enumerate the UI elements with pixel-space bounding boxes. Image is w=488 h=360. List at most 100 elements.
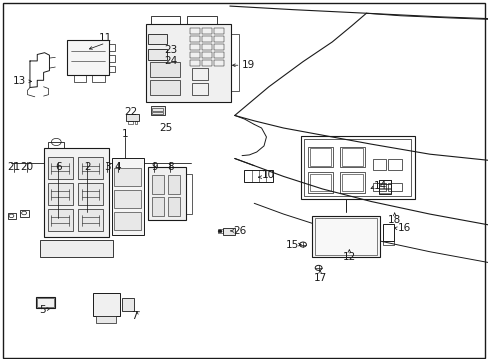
Text: 3: 3	[103, 162, 110, 172]
Text: 10: 10	[261, 170, 274, 180]
Text: 4: 4	[114, 162, 121, 172]
Bar	[128, 121, 133, 125]
Bar	[341, 148, 362, 166]
Bar	[43, 148, 109, 237]
Bar	[214, 44, 224, 50]
Bar	[78, 183, 103, 205]
Bar	[114, 212, 141, 230]
Bar	[187, 17, 216, 24]
Bar	[37, 298, 54, 307]
Text: 9: 9	[151, 162, 157, 172]
Bar	[202, 59, 211, 66]
Text: 24: 24	[163, 56, 177, 66]
Bar	[167, 197, 180, 216]
Bar	[307, 147, 332, 167]
Text: 2: 2	[84, 162, 91, 172]
Bar	[66, 40, 109, 75]
Bar	[122, 298, 134, 311]
Bar	[202, 36, 211, 42]
Bar	[310, 148, 330, 166]
Bar	[114, 168, 141, 186]
Text: 12: 12	[342, 252, 355, 262]
Bar	[47, 183, 73, 205]
Bar	[78, 157, 103, 179]
Bar	[74, 75, 86, 82]
Bar	[214, 59, 224, 66]
Text: 17: 17	[313, 273, 326, 283]
Text: 23: 23	[163, 45, 177, 55]
Text: 15: 15	[285, 239, 298, 249]
Text: 11: 11	[99, 33, 112, 43]
Bar	[150, 80, 180, 95]
Bar	[47, 157, 73, 179]
Bar	[152, 197, 163, 216]
Text: 16: 16	[397, 224, 410, 233]
Bar	[96, 316, 116, 323]
Text: 18: 18	[387, 215, 401, 225]
Bar	[152, 108, 163, 111]
Bar	[93, 293, 120, 316]
Bar	[315, 219, 376, 255]
Bar	[167, 175, 180, 194]
Bar	[202, 44, 211, 50]
Bar	[304, 139, 410, 196]
Bar	[148, 34, 166, 44]
Bar	[214, 51, 224, 58]
Bar	[47, 209, 73, 231]
Bar	[189, 51, 199, 58]
Text: 26: 26	[232, 226, 246, 236]
Bar	[185, 174, 191, 214]
Bar	[109, 66, 115, 72]
Text: 6: 6	[55, 162, 61, 172]
Bar	[135, 121, 137, 125]
Bar	[151, 107, 164, 116]
Bar	[189, 28, 199, 35]
Bar	[148, 167, 185, 220]
Bar	[126, 114, 139, 121]
Bar	[231, 35, 238, 91]
Bar	[189, 44, 199, 50]
Text: 21: 21	[7, 162, 20, 172]
Bar	[214, 28, 224, 35]
Bar	[151, 17, 180, 24]
Bar	[378, 184, 390, 188]
Bar	[152, 175, 163, 194]
Bar	[40, 240, 113, 257]
Bar	[189, 59, 199, 66]
Text: 8: 8	[167, 162, 173, 172]
Bar	[150, 62, 180, 77]
Text: 19: 19	[241, 60, 255, 70]
Text: 13: 13	[13, 76, 26, 86]
Bar	[92, 75, 104, 82]
Bar	[217, 229, 222, 233]
Text: 1: 1	[122, 129, 128, 139]
Text: 25: 25	[159, 123, 172, 133]
Bar	[244, 170, 272, 182]
Text: 22: 22	[124, 107, 138, 117]
Bar	[300, 136, 414, 199]
Bar	[109, 55, 115, 62]
Text: 7: 7	[131, 311, 138, 320]
Bar	[152, 112, 163, 114]
Bar	[372, 159, 386, 170]
Bar	[192, 68, 207, 80]
Text: 20: 20	[20, 162, 33, 172]
Bar	[148, 49, 166, 59]
Bar	[146, 24, 231, 102]
Bar	[378, 180, 390, 194]
Bar	[378, 189, 390, 193]
Bar	[311, 216, 379, 257]
Bar	[78, 209, 103, 231]
Bar	[192, 83, 207, 95]
Bar	[341, 174, 362, 192]
Bar	[202, 51, 211, 58]
Bar	[20, 210, 29, 217]
Bar	[7, 213, 16, 220]
Bar	[378, 180, 390, 184]
Bar	[383, 224, 393, 241]
Bar	[222, 228, 234, 234]
Bar	[48, 142, 64, 148]
Text: 5: 5	[39, 305, 45, 315]
Bar	[383, 241, 393, 244]
Bar	[114, 190, 141, 208]
